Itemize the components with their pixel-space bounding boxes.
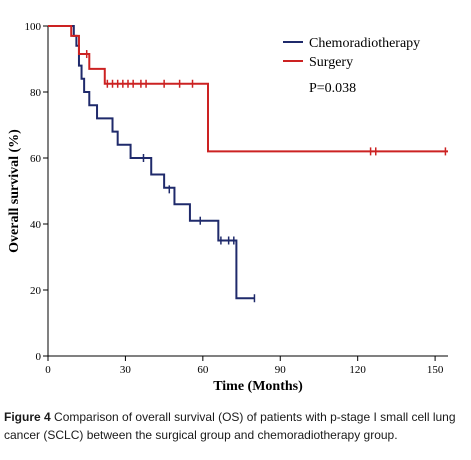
y-tick-label: 0 <box>36 351 42 363</box>
x-tick-label: 150 <box>427 364 444 376</box>
legend-label-surgery: Surgery <box>309 55 353 70</box>
survival-chart: 0 20 40 60 80 100 0 30 60 90 120 150 Overall survi… <box>7 21 448 394</box>
y-tick-label: 80 <box>30 87 42 99</box>
x-tick-label: 90 <box>275 364 287 376</box>
x-tick-label: 0 <box>45 364 51 376</box>
legend-label-chemoradiotherapy: Chemoradiotherapy <box>309 36 420 51</box>
figure-label: Figure 4 <box>4 410 51 424</box>
x-tick-label: 120 <box>349 364 366 376</box>
y-tick-label: 100 <box>25 21 42 33</box>
legend: Chemoradiotherapy Surgery P=0.038 <box>283 36 420 96</box>
y-tick-label: 60 <box>30 153 42 165</box>
series-surgery <box>48 25 448 156</box>
y-tick-label: 40 <box>30 219 42 231</box>
survival-curve-surgery <box>48 25 448 153</box>
figure-caption: Figure 4 Comparison of overall survival … <box>4 408 466 444</box>
p-value-annotation: P=0.038 <box>309 81 356 96</box>
survival-curve-chemoradiotherapy <box>48 25 255 300</box>
x-tick-label: 60 <box>197 364 209 376</box>
y-tick-label: 20 <box>30 285 42 297</box>
axes: 0 20 40 60 80 100 0 30 60 90 120 150 <box>25 21 448 376</box>
series-layer <box>48 25 448 303</box>
series-chemoradiotherapy <box>48 25 256 303</box>
x-axis-label: Time (Months) <box>213 379 303 394</box>
y-axis-label: Overall survival (%) <box>7 129 22 253</box>
x-tick-label: 30 <box>120 364 132 376</box>
caption-text: Comparison of overall survival (OS) of p… <box>4 410 456 442</box>
